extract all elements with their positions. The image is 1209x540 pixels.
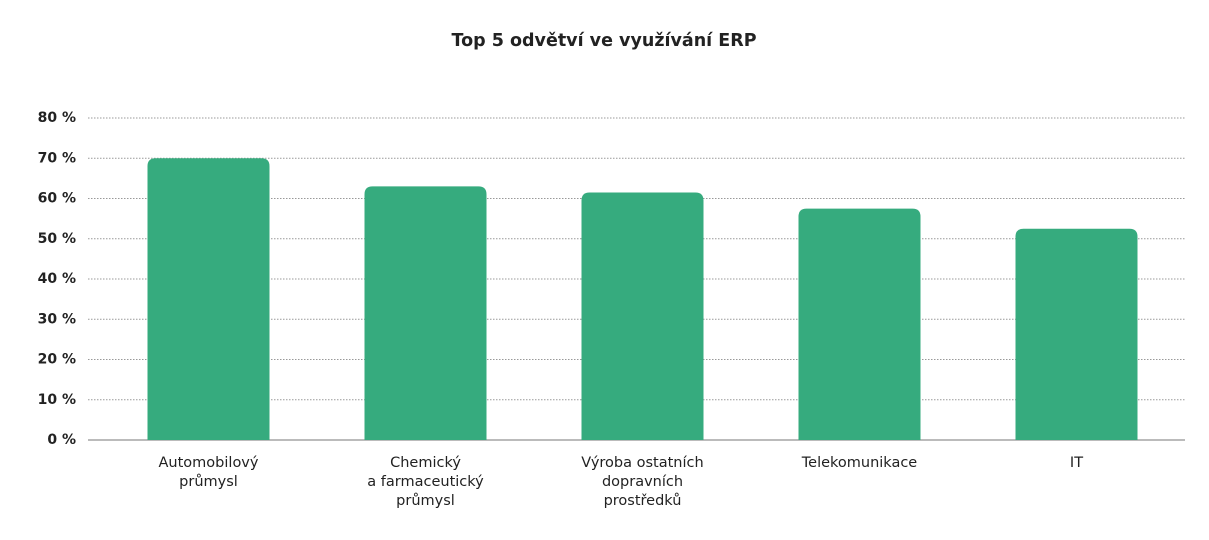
bar [581, 192, 704, 440]
y-tick-label: 50 % [38, 231, 76, 247]
y-tick-label: 10 % [38, 392, 76, 408]
y-tick-label: 0 % [47, 432, 76, 448]
y-tick-label: 80 % [38, 110, 76, 126]
y-tick-label: 20 % [38, 352, 76, 368]
x-tick-label: Telekomunikace [801, 455, 918, 471]
y-tick-label: 40 % [38, 271, 76, 287]
y-tick-label: 70 % [38, 150, 76, 166]
bar [798, 208, 921, 440]
x-tick-label: Automobilový průmysl [158, 455, 259, 490]
bar [1015, 228, 1138, 440]
x-tick-label: Chemický a farmaceutický průmysl [367, 455, 484, 509]
chart-title: Top 5 odvětví ve využívání ERP [451, 31, 756, 51]
x-tick-label: IT [1069, 455, 1084, 471]
y-tick-label: 30 % [38, 311, 76, 327]
x-tick-label: Výroba ostatních dopravních prostředků [581, 455, 704, 509]
bar [364, 186, 487, 440]
bar [147, 158, 270, 440]
y-tick-label: 60 % [38, 191, 76, 207]
